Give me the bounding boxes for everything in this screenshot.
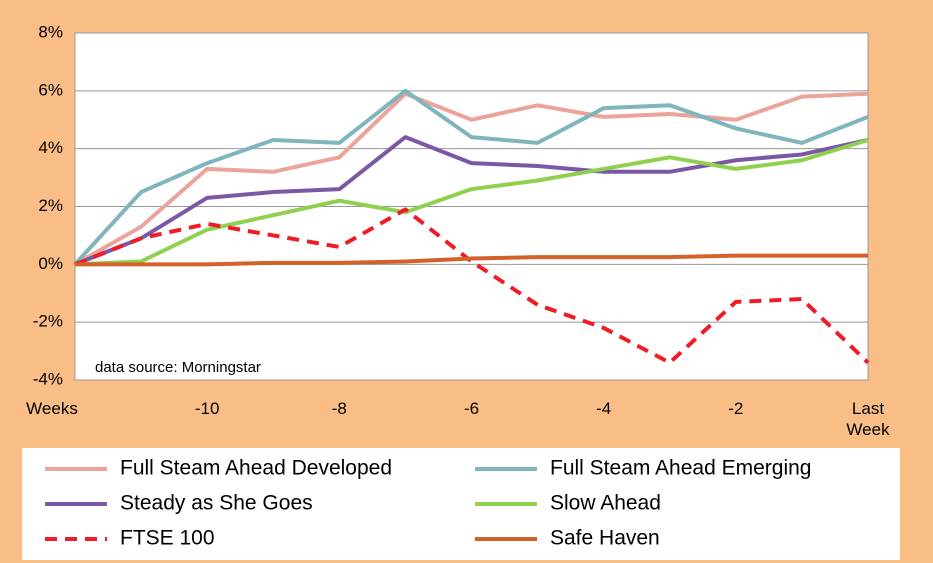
y-tick-label: -2% — [33, 312, 63, 331]
x-tick-label: Weeks — [26, 399, 78, 418]
x-tick-label: -8 — [331, 399, 347, 418]
x-tick-label: -10 — [194, 399, 220, 418]
series-line — [73, 88, 869, 266]
legend-label: Slow Ahead — [550, 492, 661, 515]
x-tick-label: Last Week — [846, 399, 890, 439]
legend-label: Full Steam Ahead Emerging — [550, 457, 811, 480]
y-tick-label: 2% — [38, 196, 63, 215]
y-tick-label: -4% — [33, 369, 63, 388]
y-tick-label: 4% — [38, 138, 63, 157]
x-tick-label: -4 — [596, 399, 612, 418]
series-line — [75, 253, 868, 267]
series-line — [74, 135, 869, 267]
series-line — [74, 207, 870, 365]
annotation: data source: Morningstar — [95, 359, 261, 376]
y-tick-label: 8% — [38, 22, 63, 41]
y-tick-label: 0% — [38, 254, 63, 273]
x-tick-label: -2 — [728, 399, 744, 418]
y-tick-label: 6% — [38, 80, 63, 99]
x-tick-label: -6 — [463, 399, 480, 418]
series-line — [74, 138, 869, 267]
series-line — [74, 91, 869, 267]
legend-label: FTSE 100 — [120, 527, 215, 550]
legend-label: Steady as She Goes — [120, 492, 313, 515]
legend-label: Full Steam Ahead Developed — [120, 457, 392, 480]
legend-label: Safe Haven — [550, 527, 660, 550]
legend-box — [22, 448, 900, 560]
